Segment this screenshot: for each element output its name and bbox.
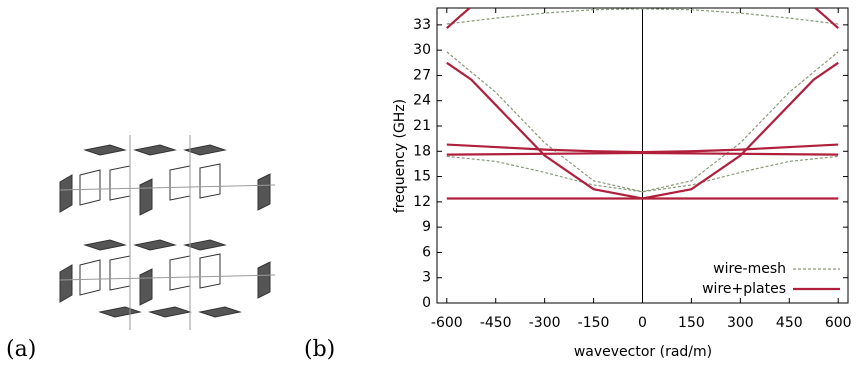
band-line bbox=[447, 8, 470, 28]
y-tick-label: 18 bbox=[413, 143, 431, 159]
x-tick-label: 300 bbox=[727, 315, 754, 331]
y-tick-label: 9 bbox=[422, 219, 431, 235]
y-tick-label: 0 bbox=[422, 295, 431, 311]
legend-label: wire+plates bbox=[702, 281, 786, 297]
y-tick-label: 12 bbox=[413, 194, 431, 210]
page: {"panel_labels": ["(a)", "(b)"], "chart_… bbox=[0, 0, 864, 370]
x-tick-label: 150 bbox=[678, 315, 705, 331]
y-tick-label: 15 bbox=[413, 169, 431, 185]
legend-label: wire-mesh bbox=[713, 261, 786, 277]
y-tick-label: 3 bbox=[422, 270, 431, 286]
band-line bbox=[815, 8, 838, 28]
y-tick-label: 24 bbox=[413, 93, 431, 109]
x-tick-label: -600 bbox=[431, 315, 463, 331]
y-tick-label: 27 bbox=[413, 67, 431, 83]
x-axis-label: wavevector (rad/m) bbox=[574, 344, 712, 360]
y-tick-label: 21 bbox=[413, 118, 431, 134]
y-tick-label: 33 bbox=[413, 17, 431, 33]
x-tick-label: -300 bbox=[529, 315, 561, 331]
y-tick-label: 30 bbox=[413, 42, 431, 58]
panel-label: (b) bbox=[304, 337, 335, 362]
y-axis-label: frequency (GHz) bbox=[392, 99, 408, 213]
x-tick-label: 600 bbox=[825, 315, 852, 331]
structure-illustration bbox=[60, 135, 275, 330]
x-tick-label: -450 bbox=[480, 315, 512, 331]
figure: (a) (b) wavevector (rad/m) frequency (GH… bbox=[0, 0, 864, 370]
y-tick-label: 6 bbox=[422, 244, 431, 260]
x-tick-label: 0 bbox=[638, 315, 647, 331]
x-tick-label: 450 bbox=[776, 315, 803, 331]
panel-label: (a) bbox=[6, 337, 36, 362]
x-tick-label: -150 bbox=[578, 315, 610, 331]
